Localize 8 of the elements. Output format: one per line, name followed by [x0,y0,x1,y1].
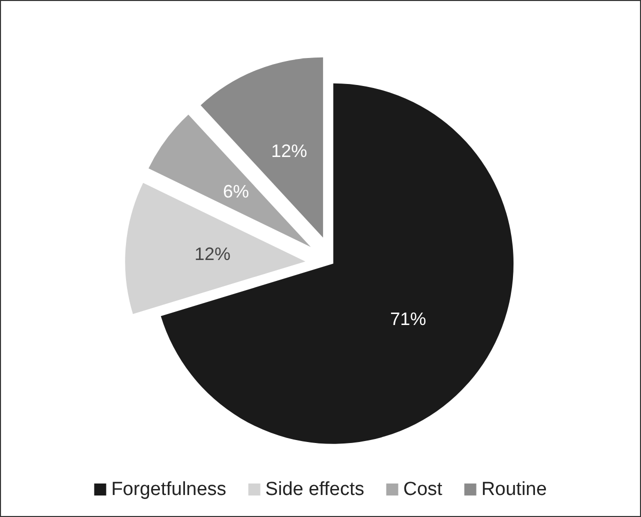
legend-label: Cost [403,479,444,500]
legend-label: Side effects [265,479,364,500]
legend-label: Routine [481,479,547,500]
data-label: 71% [390,309,426,330]
data-label: 6% [222,182,249,202]
data-label: 12% [271,140,308,161]
data-label: 12% [194,244,231,264]
legend-label: Forgetfulness [111,479,226,500]
